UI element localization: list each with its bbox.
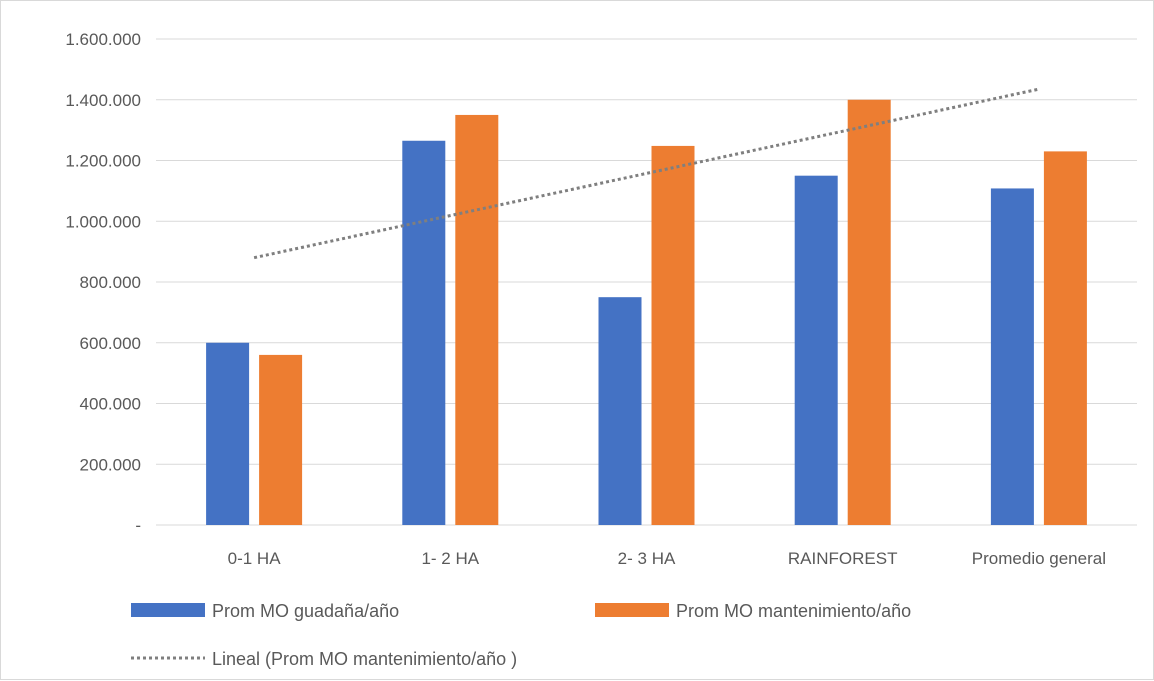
bars (206, 99, 1087, 526)
legend-label-mantenimiento: Prom MO mantenimiento/año (676, 601, 911, 621)
legend-label-trendline: Lineal (Prom MO mantenimiento/año ) (212, 649, 517, 669)
y-tick-label: 1.200.000 (65, 152, 141, 171)
legend-swatch-guadana (131, 603, 205, 617)
bar-mantenimiento-3 (847, 99, 891, 525)
y-tick-label: 800.000 (80, 273, 141, 292)
bar-guadana-2 (598, 297, 642, 525)
x-axis-ticks: 0-1 HA 1- 2 HA 2- 3 HA RAINFOREST Promedio g… (228, 549, 1106, 568)
bar-guadana-3 (794, 175, 838, 525)
y-tick-label: 400.000 (80, 395, 141, 414)
gridlines (156, 38, 1137, 526)
bar-guadana-1 (402, 140, 446, 525)
trendline (253, 87, 1040, 260)
trendline-layer (253, 87, 1040, 260)
y-tick-label: 1.400.000 (65, 91, 141, 110)
bar-mantenimiento-4 (1043, 151, 1087, 525)
y-tick-label: 1.000.000 (65, 212, 141, 231)
y-tick-label: 1.600.000 (65, 30, 141, 49)
bar-guadana-0 (206, 342, 250, 525)
legend-swatch-mantenimiento (595, 603, 669, 617)
bar-mantenimiento-1 (455, 114, 499, 525)
x-tick-label: 2- 3 HA (618, 549, 676, 568)
legend-label-guadana: Prom MO guadaña/año (212, 601, 399, 621)
y-tick-label: - (135, 516, 141, 535)
y-tick-label: 200.000 (80, 455, 141, 474)
bar-mantenimiento-2 (651, 145, 695, 526)
legend: Prom MO guadaña/año Prom MO mantenimiento… (131, 601, 911, 669)
bar-guadana-4 (990, 188, 1034, 525)
bar-mantenimiento-0 (259, 354, 303, 525)
y-tick-label: 600.000 (80, 334, 141, 353)
x-tick-label: Promedio general (972, 549, 1106, 568)
x-tick-label: 1- 2 HA (421, 549, 479, 568)
y-axis-ticks: - 200.000 400.000 600.000 800.000 1.000.000 1.… (65, 30, 141, 535)
x-tick-label: RAINFOREST (788, 549, 898, 568)
x-tick-label: 0-1 HA (228, 549, 282, 568)
